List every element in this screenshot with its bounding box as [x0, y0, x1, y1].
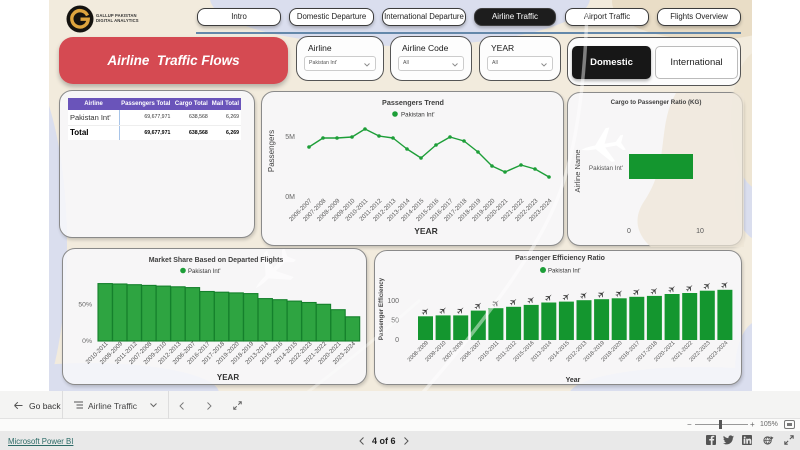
svg-text:5M: 5M [285, 134, 295, 141]
svg-text:0M: 0M [285, 194, 295, 201]
svg-text:Pakistan Int': Pakistan Int' [548, 269, 581, 275]
svg-text:YEAR: YEAR [217, 373, 239, 382]
svg-text:Passenger Efficiency: Passenger Efficiency [378, 277, 385, 340]
svg-text:YEAR: YEAR [414, 226, 438, 236]
svg-text:Passenger Efficiency Ratio: Passenger Efficiency Ratio [515, 255, 605, 262]
svg-text:Pakistan Int': Pakistan Int' [188, 269, 221, 275]
svg-text:Market Share Based on Departed: Market Share Based on Departed Flights [149, 257, 284, 264]
svg-text:0: 0 [395, 337, 399, 344]
svg-text:Airline Name: Airline Name [573, 150, 582, 193]
svg-text:100: 100 [387, 298, 399, 305]
svg-text:10: 10 [696, 228, 704, 235]
svg-text:Passengers Trend: Passengers Trend [382, 98, 444, 107]
svg-text:Pakistan Int': Pakistan Int' [401, 112, 435, 119]
svg-text:50%: 50% [78, 302, 92, 309]
svg-text:50: 50 [391, 318, 399, 325]
svg-text:Pakistan Int': Pakistan Int' [589, 165, 623, 172]
svg-text:Year: Year [566, 377, 581, 384]
svg-text:0: 0 [627, 228, 631, 235]
svg-text:0%: 0% [82, 338, 92, 345]
svg-text:Cargo to Passenger Ratio (KG): Cargo to Passenger Ratio (KG) [611, 99, 702, 106]
svg-text:Passengers: Passengers [267, 130, 276, 172]
